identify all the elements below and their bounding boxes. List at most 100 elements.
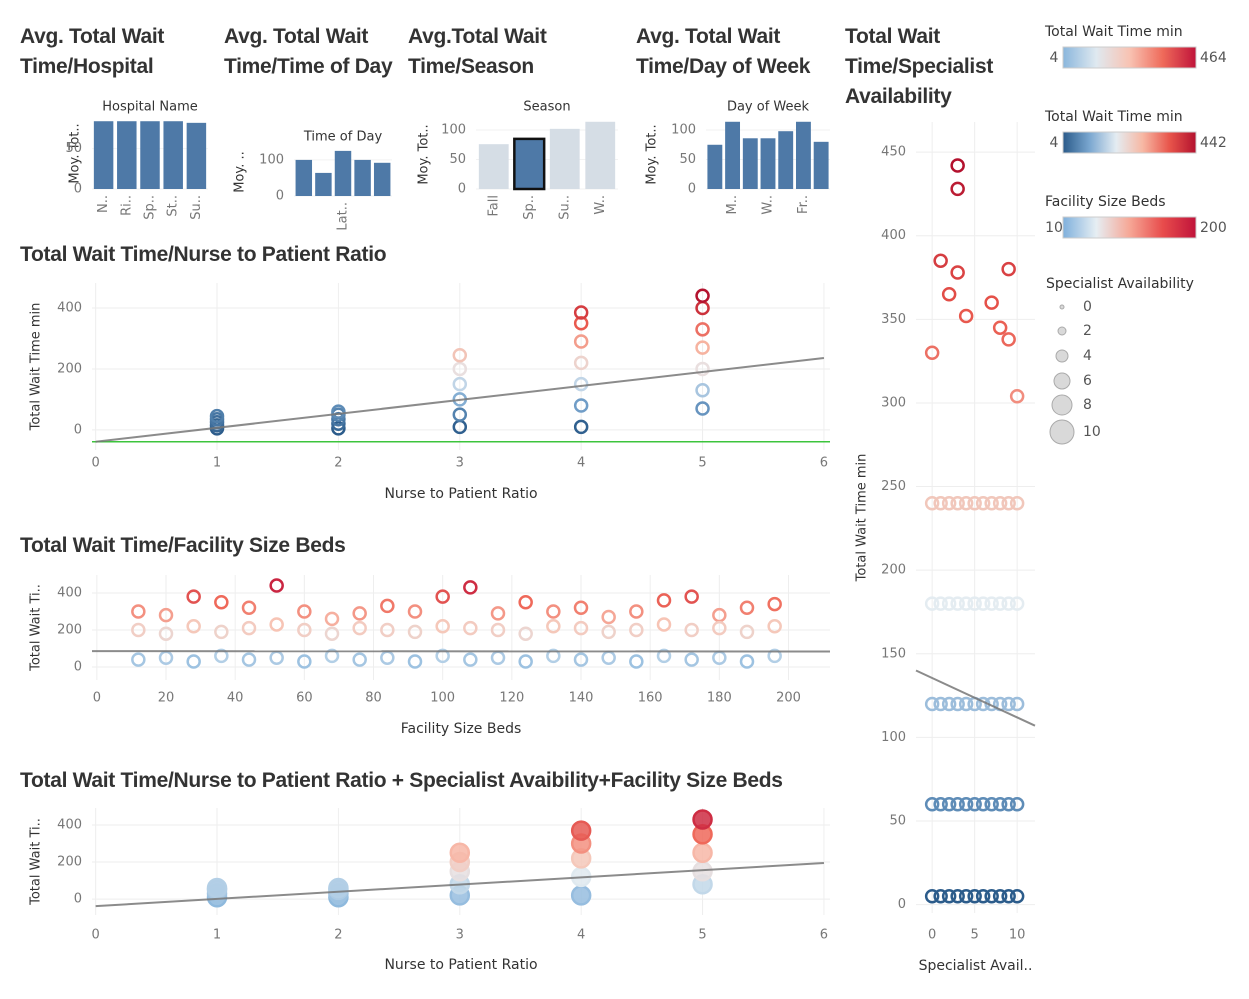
x-tick-label: 6 — [820, 456, 828, 471]
bar — [140, 121, 160, 189]
point — [449, 842, 471, 864]
legend-ramp — [1062, 46, 1197, 69]
point — [933, 797, 948, 812]
point — [452, 376, 468, 392]
point — [941, 696, 957, 712]
bar — [163, 121, 183, 189]
y-tick-label: 300 — [881, 395, 906, 410]
y-tick-label: 100 — [259, 152, 284, 167]
point — [1001, 596, 1016, 611]
x-tick-label: Ri.. — [119, 195, 134, 216]
point — [546, 604, 561, 619]
point — [941, 286, 957, 302]
point — [573, 398, 589, 413]
x-axis-label: Specialist Avail.. — [919, 958, 1033, 974]
y-axis-label: Moy. Tot.. — [645, 124, 660, 184]
y-tick-label: 0 — [74, 182, 82, 197]
y-axis-label: Moy. .. — [233, 151, 248, 193]
point — [941, 797, 957, 812]
point — [695, 322, 710, 337]
point — [933, 496, 948, 511]
bar — [478, 144, 509, 189]
legend-title: Total Wait Time min — [1044, 109, 1183, 125]
point — [941, 496, 957, 511]
point — [131, 622, 146, 638]
point — [924, 889, 940, 904]
point — [975, 889, 991, 904]
chart-title: Avg. Total Wait Time/Time of Day — [224, 25, 393, 78]
legend-min: 4 — [1050, 135, 1059, 151]
point — [950, 158, 965, 173]
chart-title: Avg. Total Wait Time/Day of Week — [636, 25, 811, 78]
point — [570, 820, 592, 841]
point — [692, 842, 713, 864]
point — [1001, 696, 1016, 712]
point — [573, 600, 589, 616]
y-tick-label: 50 — [65, 141, 82, 156]
point — [941, 596, 957, 611]
point — [241, 652, 257, 667]
x-tick-label: 10 — [1009, 928, 1026, 943]
bar — [373, 162, 391, 196]
point — [158, 626, 174, 641]
x-tick-label: 1 — [213, 928, 221, 943]
point — [518, 594, 533, 610]
point — [950, 797, 965, 812]
bar — [315, 172, 332, 196]
point — [692, 809, 713, 830]
point — [739, 600, 755, 616]
bar — [760, 138, 776, 189]
point — [601, 624, 616, 640]
point — [684, 622, 699, 638]
bar — [742, 138, 758, 189]
x-tick-label: 0 — [92, 456, 100, 471]
point — [490, 622, 506, 638]
chart-title: Total Wait Time/Nurse to Patient Ratio — [20, 243, 387, 266]
point — [331, 421, 346, 436]
point — [1009, 696, 1025, 712]
y-tick-label: 0 — [898, 897, 906, 912]
point — [1009, 797, 1025, 812]
y-axis-label: Total Wait Time min — [855, 454, 870, 583]
point — [452, 407, 468, 422]
y-axis-label: Total Wait Ti.. — [29, 818, 44, 906]
point — [546, 619, 561, 634]
y-tick-label: 400 — [57, 585, 82, 600]
point — [546, 648, 561, 664]
point — [573, 315, 589, 331]
header: Day of Week — [727, 100, 810, 115]
bar — [117, 121, 137, 189]
y-tick-label: 400 — [881, 228, 906, 243]
x-tick-label: Sp.. — [522, 195, 537, 220]
point — [992, 596, 1008, 611]
point — [941, 889, 957, 904]
bar — [795, 121, 811, 189]
point — [331, 404, 346, 419]
point — [297, 622, 312, 638]
legend-max: 200 — [1200, 220, 1227, 236]
point — [984, 596, 999, 611]
x-tick-label: 3 — [456, 456, 464, 471]
x-tick-label: 200 — [776, 691, 801, 706]
point — [933, 596, 948, 611]
x-tick-label: 0 — [93, 691, 101, 706]
x-tick-label: 2 — [334, 456, 342, 471]
point — [984, 889, 999, 904]
bar — [813, 141, 829, 189]
y-tick-label: 150 — [881, 646, 906, 661]
point — [186, 654, 201, 669]
point — [452, 347, 468, 363]
x-tick-label: W.. — [761, 195, 776, 215]
point — [328, 877, 349, 899]
point — [573, 334, 589, 349]
point — [629, 654, 644, 669]
x-tick-label: 60 — [296, 691, 313, 706]
point — [933, 696, 948, 712]
y-axis-label: Moy. Tot.. — [417, 124, 432, 184]
point — [656, 617, 672, 632]
size-swatch — [1055, 349, 1069, 363]
point — [958, 889, 974, 904]
legend-ramp — [1062, 131, 1197, 154]
x-tick-label: Su.. — [557, 195, 572, 220]
